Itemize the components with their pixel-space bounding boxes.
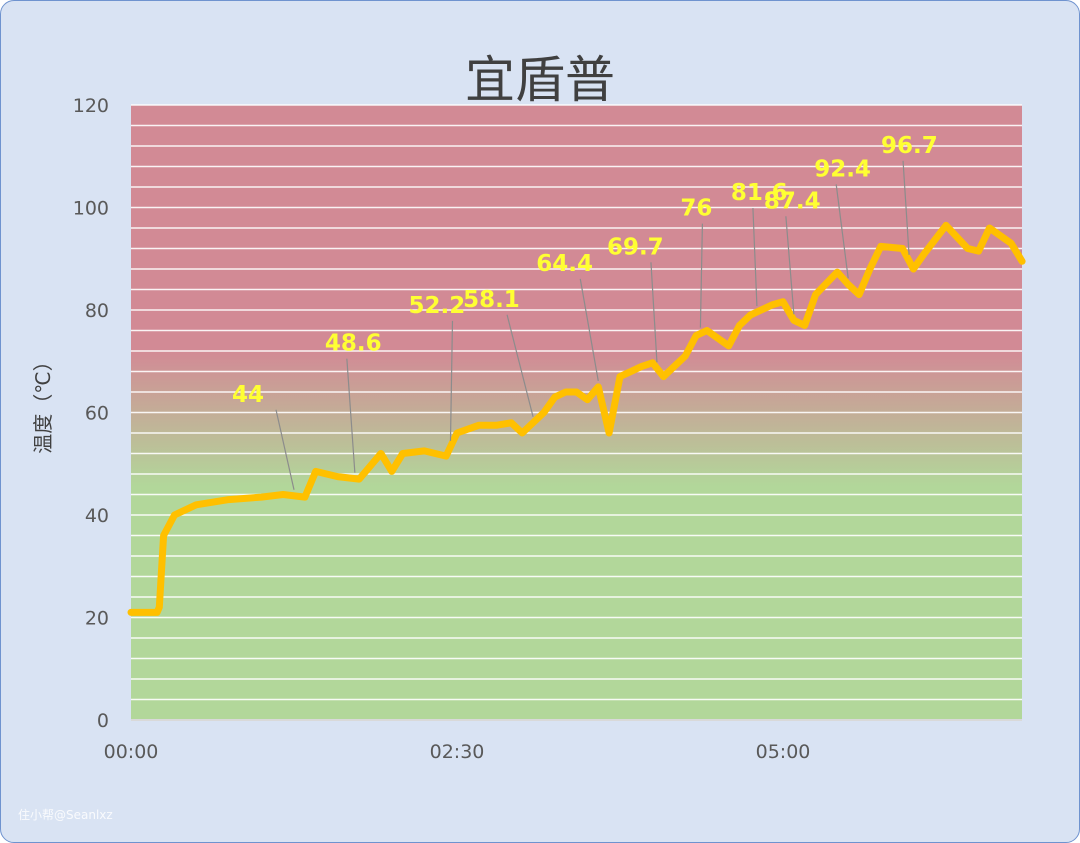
data-label-leader bbox=[902, 160, 910, 255]
data-label-leader bbox=[275, 409, 295, 490]
data-label-leader bbox=[346, 358, 356, 473]
data-label-leader bbox=[650, 262, 658, 363]
data-label: 58.1 bbox=[463, 287, 520, 313]
data-label-leader bbox=[579, 278, 599, 381]
data-label: 76 bbox=[680, 196, 712, 222]
data-label: 48.6 bbox=[325, 331, 382, 357]
data-label-leader bbox=[785, 216, 795, 315]
data-label-leader bbox=[449, 320, 454, 441]
data-label-leader bbox=[752, 208, 758, 307]
data-label: 44 bbox=[232, 382, 264, 408]
series-line bbox=[127, 221, 1026, 616]
y-tick-label: 40 bbox=[85, 505, 109, 527]
y-tick-label: 80 bbox=[85, 300, 109, 322]
y-tick-label: 0 bbox=[97, 710, 109, 732]
data-label: 52.2 bbox=[408, 293, 465, 319]
chart-title: 宜盾普 bbox=[465, 51, 615, 109]
data-label: 64.4 bbox=[536, 251, 593, 277]
data-label-leader bbox=[699, 223, 704, 328]
x-tick-label: 05:00 bbox=[756, 741, 811, 763]
watermark-text: 住小帮@Seanlxz bbox=[18, 808, 113, 822]
data-label-leader bbox=[506, 314, 534, 417]
data-label: 92.4 bbox=[814, 156, 871, 182]
y-tick-label: 20 bbox=[85, 608, 109, 630]
data-label: 87.4 bbox=[764, 188, 821, 214]
y-tick-label: 100 bbox=[73, 198, 109, 220]
x-tick-label: 00:00 bbox=[104, 741, 159, 763]
x-tick-label: 02:30 bbox=[430, 741, 485, 763]
data-label: 81.6 bbox=[731, 180, 788, 206]
data-label: 69.7 bbox=[607, 234, 664, 260]
data-label: 96.7 bbox=[881, 133, 938, 159]
y-tick-label: 120 bbox=[73, 95, 109, 117]
y-tick-label: 60 bbox=[85, 403, 109, 425]
data-label-leader bbox=[835, 184, 849, 279]
y-axis-title: 温度（℃） bbox=[31, 351, 55, 453]
